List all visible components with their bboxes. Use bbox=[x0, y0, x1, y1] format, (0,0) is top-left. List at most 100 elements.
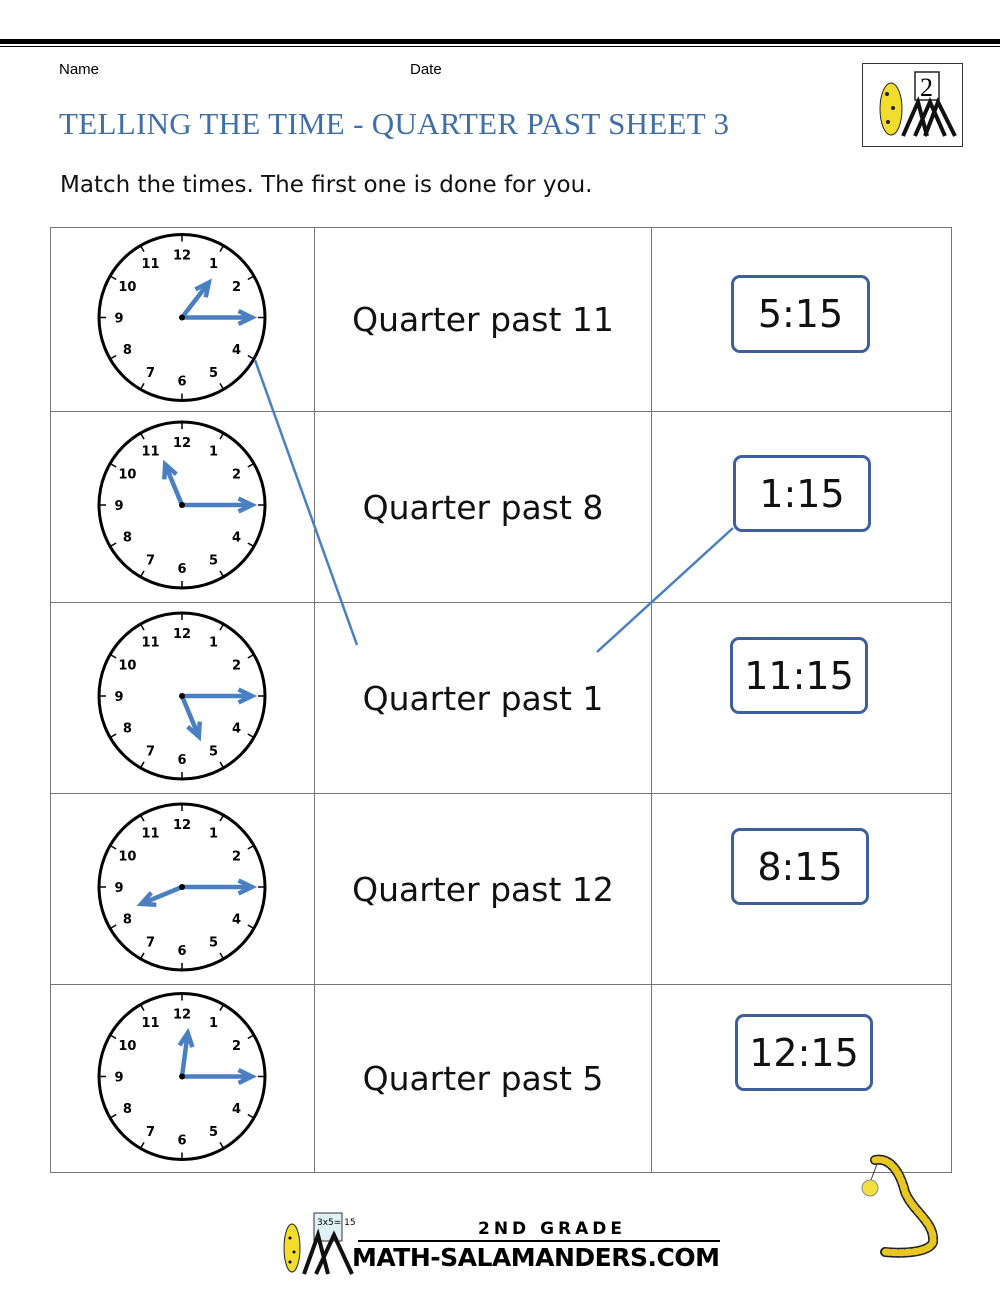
clock-number: 7 bbox=[146, 366, 155, 381]
clock-number: 8 bbox=[123, 531, 132, 546]
clock-number: 8 bbox=[123, 913, 132, 928]
tick-mark bbox=[247, 733, 256, 739]
tick-mark bbox=[139, 1003, 145, 1012]
clock-number: 5 bbox=[209, 1125, 218, 1140]
clock-number: 6 bbox=[177, 562, 186, 577]
tick-mark bbox=[247, 1113, 256, 1120]
tick-mark bbox=[247, 844, 256, 850]
words-cell: Quarter past 8 bbox=[314, 411, 652, 603]
words-cell: Quarter past 5 bbox=[314, 984, 652, 1173]
footer-salamander-icon: 3x5= 15 bbox=[283, 1212, 356, 1275]
clock-number: 4 bbox=[232, 722, 241, 737]
tick-mark bbox=[247, 653, 256, 659]
clock-number: 1 bbox=[209, 826, 218, 841]
tick-mark bbox=[108, 274, 117, 281]
tick-mark bbox=[139, 761, 145, 770]
clock-number: 4 bbox=[232, 1102, 241, 1117]
digital-time-box: 8:15 bbox=[731, 828, 869, 905]
clock-number: 11 bbox=[141, 635, 159, 650]
clock-number: 12 bbox=[173, 436, 191, 451]
clock-number: 5 bbox=[209, 745, 218, 760]
tick-mark bbox=[108, 1033, 117, 1040]
digital-time-box: 11:15 bbox=[730, 637, 868, 714]
tick-mark bbox=[219, 431, 225, 440]
clock-number: 6 bbox=[177, 944, 186, 959]
clock-number: 6 bbox=[177, 753, 186, 768]
clock-number: 5 bbox=[209, 366, 218, 381]
clock-number: 9 bbox=[114, 690, 123, 705]
tick-mark bbox=[219, 761, 225, 770]
hour-hand bbox=[162, 459, 185, 506]
clock-number: 12 bbox=[173, 1008, 191, 1023]
hour-hand bbox=[179, 695, 202, 742]
clock-center bbox=[179, 693, 185, 699]
clock-number: 12 bbox=[173, 627, 191, 642]
tick-mark bbox=[139, 431, 145, 440]
clock-number: 8 bbox=[123, 343, 132, 358]
tick-mark bbox=[247, 924, 256, 930]
minute-hand bbox=[182, 878, 258, 896]
words-cell: Quarter past 12 bbox=[314, 793, 652, 985]
clock-number: 12 bbox=[173, 818, 191, 833]
grade-logo: 2 bbox=[862, 63, 963, 147]
digital-time-box: 5:15 bbox=[731, 275, 870, 353]
clock-center bbox=[179, 884, 185, 890]
clock-number: 7 bbox=[146, 936, 155, 951]
clock-number: 8 bbox=[123, 1102, 132, 1117]
salamander-clock-icon bbox=[861, 1154, 939, 1258]
clock-center bbox=[179, 314, 185, 321]
clock-number: 6 bbox=[177, 1134, 186, 1149]
tick-mark bbox=[219, 1003, 225, 1012]
tick-mark bbox=[108, 462, 117, 468]
clock-number: 2 bbox=[232, 850, 241, 865]
clock-number: 5 bbox=[209, 554, 218, 569]
clock-number: 2 bbox=[232, 659, 241, 674]
tick-mark bbox=[219, 244, 225, 253]
clock-number: 5 bbox=[209, 936, 218, 951]
tick-mark bbox=[108, 1113, 117, 1120]
clock-number: 4 bbox=[232, 343, 241, 358]
clock-number: 6 bbox=[177, 375, 186, 390]
clock-number: 2 bbox=[232, 1039, 241, 1054]
clock-number: 7 bbox=[146, 745, 155, 760]
tick-mark bbox=[139, 1141, 145, 1150]
clock-number: 4 bbox=[232, 913, 241, 928]
time-in-words: Quarter past 5 bbox=[362, 1059, 604, 1098]
clock-number: 8 bbox=[123, 722, 132, 737]
top-rule bbox=[0, 39, 1000, 44]
tick-mark bbox=[139, 952, 145, 961]
page-title: TELLING THE TIME - QUARTER PAST SHEET 3 bbox=[59, 106, 730, 141]
tick-mark bbox=[247, 274, 256, 281]
clock-number: 9 bbox=[114, 312, 123, 327]
clock-number: 7 bbox=[146, 1125, 155, 1140]
table-row: 123456789101112Quarter past 1 bbox=[50, 602, 952, 794]
tick-mark bbox=[219, 1141, 225, 1150]
clock-number: 2 bbox=[232, 280, 241, 295]
clock-center bbox=[179, 1073, 185, 1080]
tick-mark bbox=[108, 924, 117, 930]
date-label: Date bbox=[410, 61, 442, 78]
footer-grade: 2ND GRADE bbox=[478, 1219, 627, 1239]
tick-mark bbox=[219, 382, 225, 391]
tick-mark bbox=[139, 570, 145, 579]
tick-mark bbox=[139, 813, 145, 822]
clock-cell: 123456789101112 bbox=[50, 602, 315, 794]
words-cell: Quarter past 1 bbox=[314, 602, 652, 794]
time-in-words: Quarter past 1 bbox=[362, 678, 604, 718]
minute-hand bbox=[182, 1067, 258, 1086]
tick-mark bbox=[108, 653, 117, 659]
digital-time-box: 1:15 bbox=[733, 455, 871, 532]
minute-hand bbox=[182, 496, 258, 514]
clock-number: 1 bbox=[209, 1016, 218, 1031]
footer-site: MATH-SALAMANDERS.COM bbox=[352, 1243, 720, 1272]
time-in-words: Quarter past 8 bbox=[362, 487, 604, 527]
clock-cell: 123456789101112 bbox=[50, 411, 315, 603]
clock-number: 11 bbox=[141, 444, 159, 459]
instructions: Match the times. The first one is done f… bbox=[60, 172, 593, 198]
tick-mark bbox=[247, 542, 256, 548]
tick-mark bbox=[139, 622, 145, 631]
tick-mark bbox=[247, 462, 256, 468]
tick-mark bbox=[219, 570, 225, 579]
name-label: Name bbox=[59, 61, 100, 78]
